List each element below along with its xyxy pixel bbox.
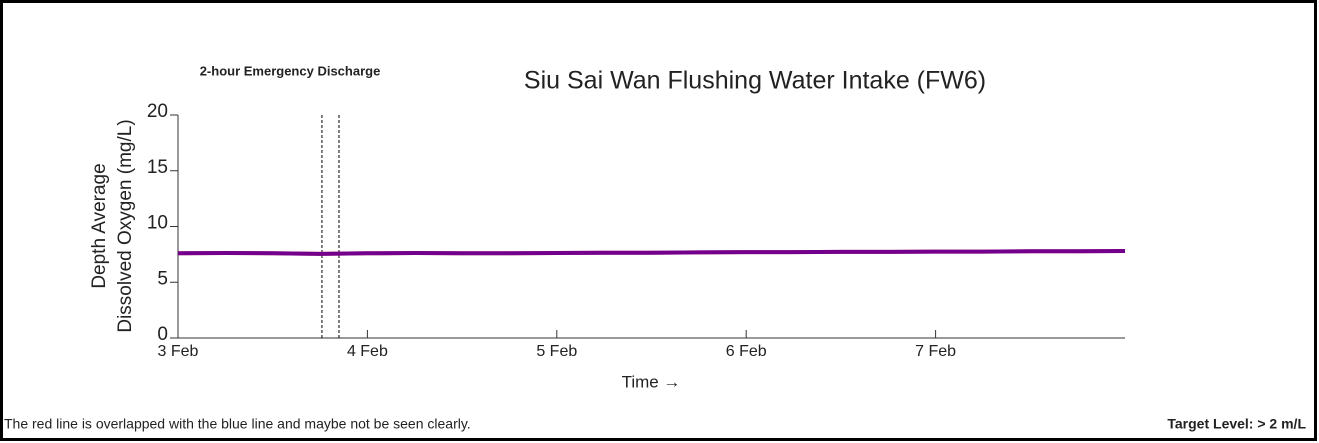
y-tick-label: 20 — [147, 101, 168, 122]
y-axis-label: Depth Average — [89, 163, 110, 288]
x-tick-label: 5 Feb — [536, 343, 577, 360]
annotation: 2-hour Emergency Discharge — [200, 63, 381, 78]
footnote: The red line is overlapped with the blue… — [4, 416, 471, 432]
x-tick-label: 3 Feb — [158, 343, 199, 360]
y-tick-label: 15 — [147, 157, 168, 178]
data-line — [177, 249, 1126, 256]
y-tick-label: 5 — [157, 268, 168, 289]
y-tick-label: 0 — [157, 324, 168, 345]
x-tick-label: 7 Feb — [915, 343, 956, 360]
target-level: Target Level: > 2 m/L — [1167, 416, 1306, 432]
x-tick-label: 6 Feb — [726, 343, 767, 360]
y-axis-label: Dissolved Oxygen (mg/L) — [115, 119, 136, 332]
x-axis-label: Time → — [622, 372, 681, 391]
chart-title: Siu Sai Wan Flushing Water Intake (FW6) — [524, 67, 986, 95]
x-tick-label: 4 Feb — [347, 343, 388, 360]
y-tick-label: 10 — [147, 213, 168, 234]
